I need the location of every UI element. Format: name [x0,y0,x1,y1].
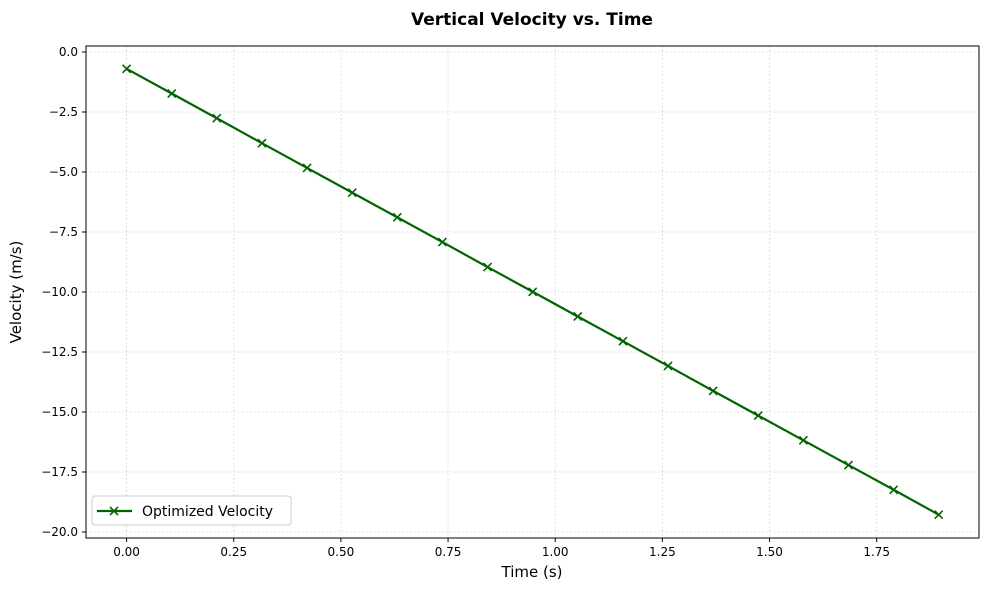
chart-title: Vertical Velocity vs. Time [411,10,653,30]
y-axis: 0.0 −2.5 −5.0 −7.5 −10.0 −12.5 −15.0 −17.5 −20.0 [41,45,86,539]
legend-marker-swatch [109,506,119,516]
data-point [302,163,312,173]
y-axis-label: Velocity (m/s) [7,241,25,344]
x-tick-label: 0.00 [113,545,140,559]
x-axis: 0.00 0.25 0.50 0.75 1.00 1.25 1.50 1.75 [113,538,890,559]
x-tick-label: 0.50 [328,545,355,559]
y-tick-label: −2.5 [49,105,78,119]
data-point [934,510,944,520]
data-point [528,287,538,297]
y-tick-label: −17.5 [41,465,78,479]
y-tick-label: −12.5 [41,345,78,359]
y-tick-label: 0.0 [59,45,78,59]
x-tick-label: 1.50 [756,545,783,559]
data-point [798,435,808,445]
y-tick-label: −7.5 [49,225,78,239]
data-point [573,311,583,322]
x-tick-label: 1.00 [542,545,569,559]
data-point [347,188,357,198]
legend: Optimized Velocity [91,495,292,526]
y-tick-label: −20.0 [41,525,78,539]
data-point [167,88,177,99]
x-tick-label: 0.25 [220,545,247,559]
data-point [889,485,899,495]
y-tick-label: −5.0 [49,165,78,179]
data-point [482,262,493,272]
x-tick-label: 1.75 [863,545,890,559]
x-tick-label: 1.25 [649,545,676,559]
data-point [212,113,222,123]
data-point [708,386,718,396]
y-tick-label: −10.0 [41,285,78,299]
legend-box [91,495,292,526]
data-point [663,361,673,371]
y-tick-label: −15.0 [41,405,78,419]
x-tick-label: 0.75 [435,545,462,559]
grid [86,46,979,538]
data-point [122,64,132,74]
data-point [257,138,267,148]
data-point [753,411,763,421]
data-point [392,212,402,222]
data-point [843,460,854,470]
series-layer [122,64,944,520]
legend-label: Optimized Velocity [142,504,273,520]
data-point [437,237,447,247]
x-axis-label: Time (s) [501,563,563,581]
data-point [618,336,628,346]
